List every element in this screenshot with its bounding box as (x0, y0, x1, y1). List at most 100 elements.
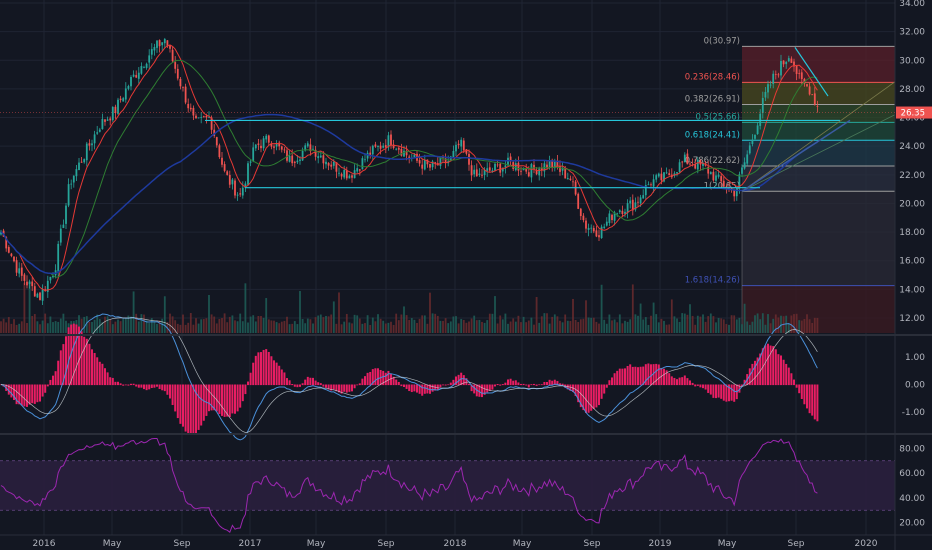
macd-histogram-bar (114, 381, 117, 386)
macd-histogram-bar (499, 384, 502, 386)
channel-drawings[interactable] (205, 47, 896, 192)
macd-histogram-bar (28, 384, 31, 405)
candle-body (62, 224, 65, 228)
volume-bar (486, 320, 489, 333)
candle-body (369, 152, 372, 156)
candle-body (98, 129, 101, 132)
price-tick-label: 28.00 (899, 85, 925, 95)
macd-histogram-bar (442, 384, 444, 386)
macd-histogram-bar (234, 384, 236, 414)
volume-bar (213, 316, 216, 333)
candle-body (689, 163, 691, 165)
macd-histogram-bar (522, 383, 525, 386)
macd-histogram-bar (668, 373, 671, 386)
candle-body (478, 173, 481, 176)
macd-histogram-bar (301, 383, 304, 386)
candle-body (787, 58, 790, 62)
rsi-tick-label: 40.00 (899, 494, 925, 504)
volume-bar (343, 321, 346, 333)
macd-histogram-bar (780, 355, 782, 386)
macd-histogram-bar (127, 384, 130, 386)
volume-bar (119, 321, 122, 333)
time-tick-label: 2020 (855, 539, 878, 549)
fibonacci-retracement[interactable]: 0(30.97) 0.236(28.46) 0.382(26.91) 0.5(25.6… (685, 36, 895, 333)
candle-body (176, 68, 179, 79)
candle-body (200, 117, 203, 118)
volume-bar (444, 318, 447, 333)
macd-histogram-bar (782, 359, 785, 386)
candle-body (366, 152, 369, 159)
macd-histogram-bar (488, 384, 491, 391)
volume-bar (280, 321, 283, 333)
candle-body (361, 158, 364, 170)
volume-bar (585, 300, 587, 333)
macd-histogram-bar (774, 349, 777, 386)
volume-bar (197, 323, 200, 333)
candle-body (767, 84, 769, 93)
volume-bar (400, 314, 403, 333)
volume-bar (569, 321, 572, 333)
volume-bar (592, 317, 595, 333)
macd-histogram-bar (416, 384, 418, 393)
volume-bar (31, 315, 34, 333)
candle-body (790, 58, 793, 63)
candle-body (262, 138, 265, 149)
volume-bar (377, 314, 379, 333)
candle-body (306, 143, 309, 147)
macd-histogram-bar (309, 377, 312, 386)
candle-body (247, 163, 249, 185)
candle-body (540, 168, 543, 171)
volume-bar (241, 321, 244, 333)
price-axis[interactable]: 34.00 32.00 30.00 28.00 26.00 24.00 22.00 20.00… (899, 0, 925, 324)
volume-bar (345, 313, 348, 333)
macd-axis[interactable]: 1.00 0.00 -1.00 (902, 353, 926, 418)
macd-histogram-bar (184, 384, 187, 432)
time-axis[interactable]: 2016 May Sep 2017 May Sep 2018 May Sep 2019 May Sep… (33, 539, 878, 549)
candle-body (109, 118, 112, 121)
macd-histogram-bar (481, 384, 483, 398)
price-tick-label: 30.00 (899, 56, 925, 66)
macd-histogram-bar (743, 379, 746, 386)
macd-histogram-bar (676, 379, 678, 386)
volume-bar (481, 321, 483, 333)
volume-bar (387, 322, 390, 333)
rsi-axis[interactable]: 80.00 60.00 40.00 20.00 (899, 444, 925, 528)
volume-bar (10, 323, 13, 333)
macd-histogram-bar (332, 384, 335, 390)
volume-bar (637, 315, 639, 333)
candle-body (153, 47, 156, 51)
candle-body (252, 147, 255, 162)
macd-histogram-bar (119, 383, 122, 386)
volume-bar (772, 318, 775, 333)
candle-body (764, 91, 767, 98)
macd-histogram-bar (304, 379, 307, 386)
volume-bar (657, 322, 660, 333)
candle-body (348, 175, 351, 179)
volume-bar (317, 315, 320, 333)
candle-body (793, 61, 795, 67)
macd-histogram-bar (595, 384, 598, 408)
volume-bar (293, 321, 296, 333)
macd-histogram-bar (366, 372, 369, 386)
fib-zone (742, 165, 895, 192)
volume-bar (730, 315, 733, 333)
macd-histogram-bar (65, 336, 67, 386)
macd-histogram-bar (538, 384, 541, 386)
fan-line (741, 114, 896, 192)
volume-bar (538, 322, 541, 333)
candle-body (286, 150, 288, 161)
candle-body (608, 213, 611, 224)
fib-zone (742, 191, 895, 286)
macd-histogram-bar (98, 361, 101, 386)
candle-body (637, 201, 639, 203)
macd-histogram-bar (808, 384, 811, 414)
macd-histogram-bar (751, 363, 754, 386)
volume-bar (413, 319, 416, 333)
rsi-tick-label: 20.00 (899, 519, 925, 529)
candle-body (135, 75, 138, 78)
candle-body (811, 94, 814, 96)
volume-bar (202, 319, 205, 333)
volume-bar (793, 314, 795, 333)
